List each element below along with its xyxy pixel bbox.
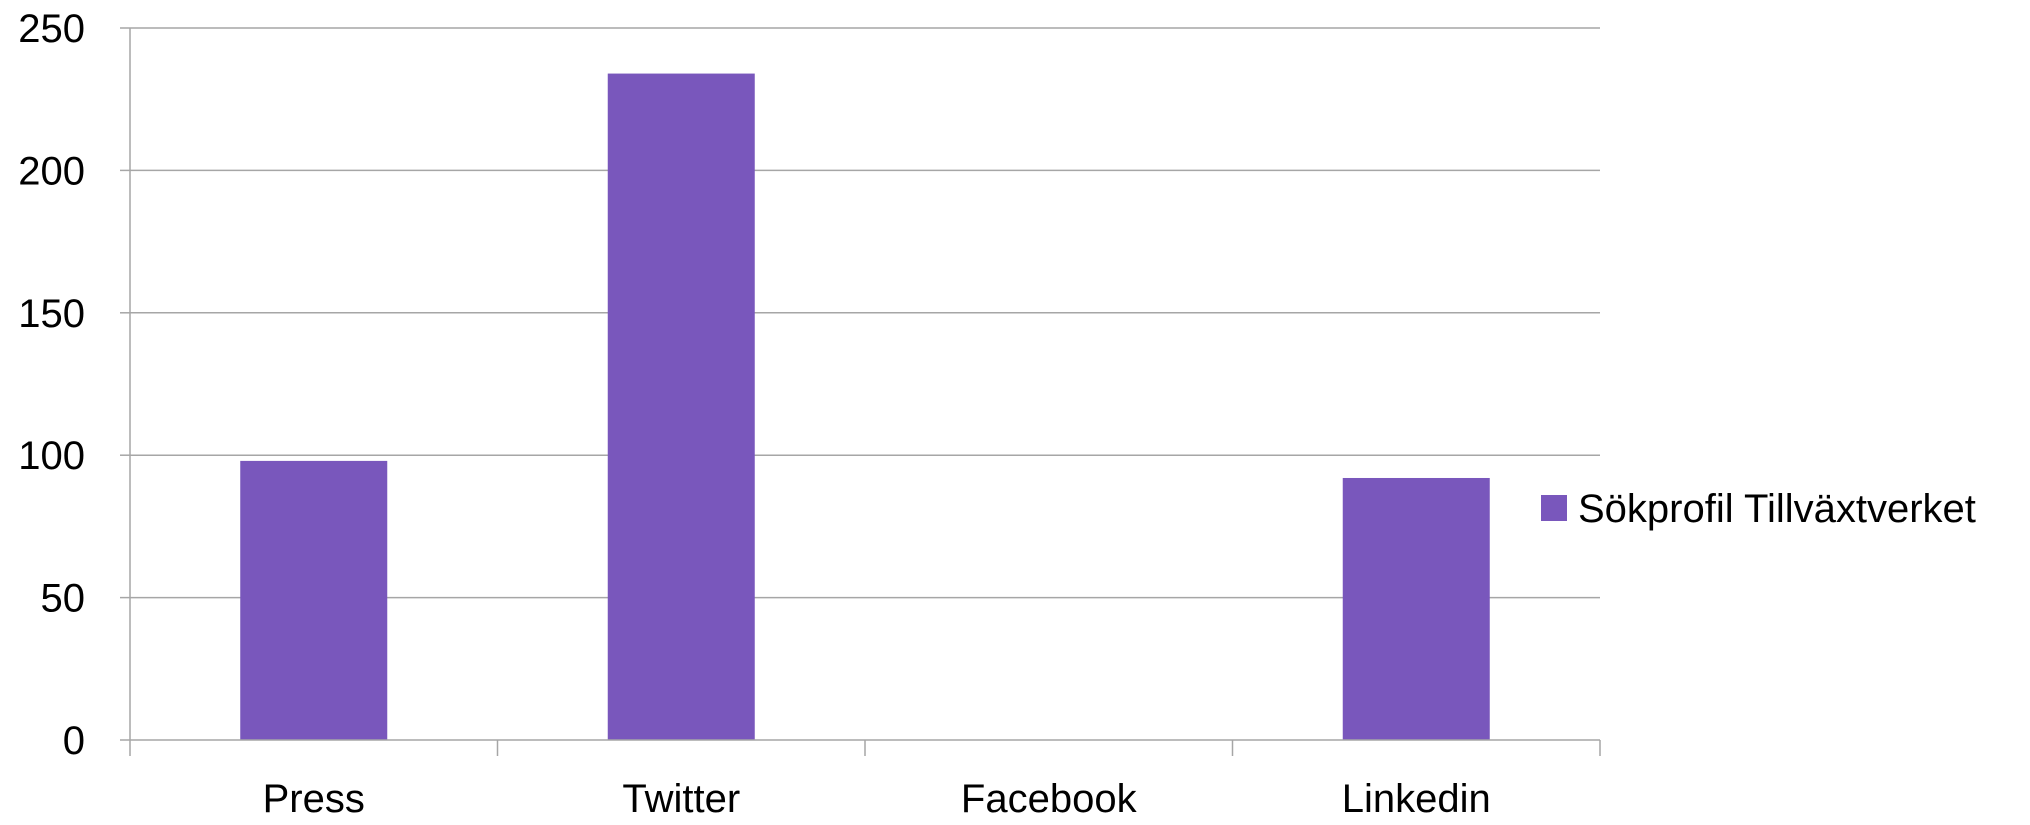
x-tick-label: Twitter [622, 777, 740, 820]
y-tick-label: 200 [18, 149, 85, 193]
y-tick-label: 100 [18, 434, 85, 478]
bar [240, 460, 388, 740]
bar [1342, 477, 1490, 740]
y-tick-label: 50 [41, 577, 86, 621]
x-tick-label: Press [263, 777, 365, 820]
axes [120, 27, 1601, 756]
legend: Sökprofil Tillväxtverket [1541, 487, 1976, 531]
bars [240, 73, 1490, 741]
y-tick-label: 250 [18, 7, 85, 51]
legend-label: Sökprofil Tillväxtverket [1578, 487, 1976, 531]
legend-swatch [1541, 495, 1567, 521]
x-tick-label: Facebook [961, 777, 1138, 820]
y-axis-tick-labels: 0 50 100 150 200 250 [18, 7, 85, 763]
x-axis-tick-labels: Press Twitter Facebook Linkedin [263, 777, 1491, 821]
y-tick-label: 150 [18, 292, 85, 336]
x-tick-label: Linkedin [1342, 777, 1491, 820]
y-tick-label: 0 [63, 719, 85, 763]
bar [607, 73, 755, 741]
